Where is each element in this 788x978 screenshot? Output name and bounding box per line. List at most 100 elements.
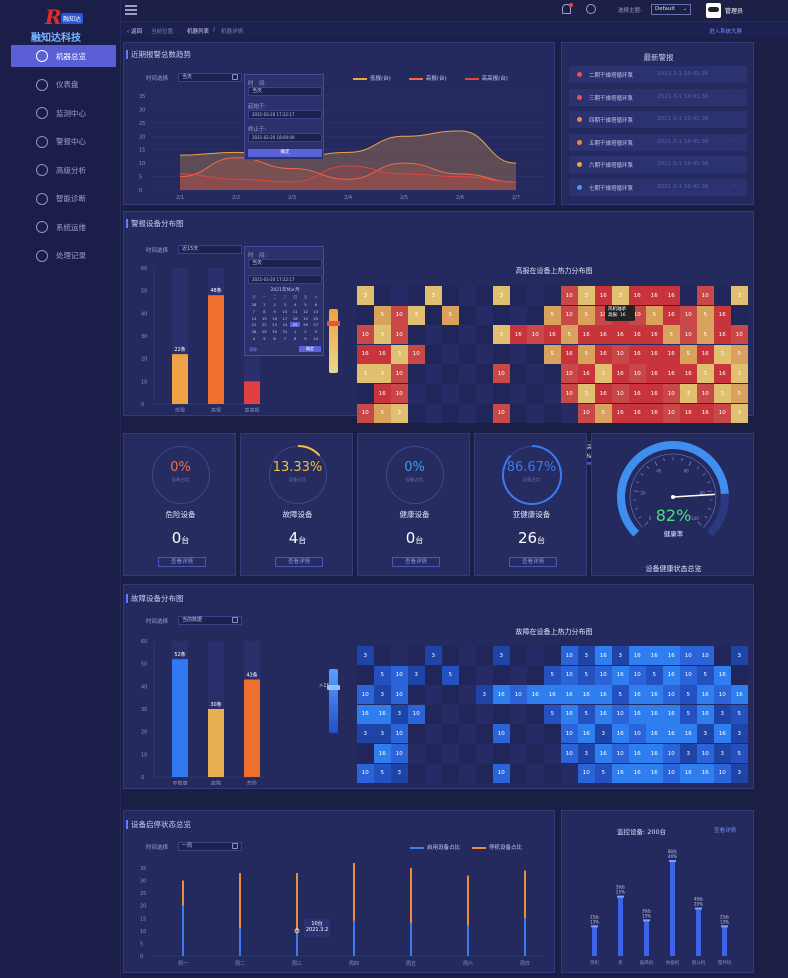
heatmap-cell[interactable]: 3 xyxy=(493,646,510,666)
slider-handle[interactable] xyxy=(327,321,340,326)
heatmap-cell[interactable]: 16 xyxy=(595,685,612,705)
sidebar-item-4[interactable]: 高级分析 xyxy=(11,159,116,181)
heatmap-cell[interactable] xyxy=(459,384,476,404)
heatmap-cell[interactable] xyxy=(731,665,748,685)
heatmap-cell[interactable]: 16 xyxy=(374,744,391,764)
dd-end-input[interactable]: 2021-03-20 18:00:09 xyxy=(248,133,322,142)
heatmap-cell[interactable]: 3 xyxy=(714,384,731,404)
heatmap-cell[interactable]: 10 xyxy=(714,685,731,705)
view-detail-button[interactable]: 查看详情 xyxy=(509,557,557,567)
heatmap-cell[interactable]: 16 xyxy=(663,646,680,666)
heatmap-cell[interactable]: 16 xyxy=(697,763,714,783)
monitor-detail-link[interactable]: 查看详情 xyxy=(714,828,737,834)
fault-time-select[interactable]: 当前数据 xyxy=(178,616,242,625)
heatmap-cell[interactable]: 10 xyxy=(510,685,527,705)
heatmap-cell[interactable]: 16 xyxy=(629,744,646,764)
menu-toggle-icon[interactable] xyxy=(125,5,137,15)
heatmap-cell[interactable]: 16 xyxy=(697,344,714,364)
fault-range-slider[interactable] xyxy=(327,669,340,733)
heatmap-cell[interactable] xyxy=(527,305,544,325)
heatmap-cell[interactable]: 16 xyxy=(561,704,578,724)
view-detail-button[interactable]: 查看详情 xyxy=(392,557,440,567)
heatmap-cell[interactable]: 5 xyxy=(680,685,697,705)
heatmap-cell[interactable]: 3 xyxy=(578,744,595,764)
heatmap-cell[interactable] xyxy=(425,685,442,705)
heatmap-cell[interactable]: 16 xyxy=(697,403,714,423)
sidebar-item-2[interactable]: 监测中心 xyxy=(11,102,116,124)
heatmap-cell[interactable]: 5 xyxy=(663,325,680,345)
heatmap-cell[interactable] xyxy=(408,286,425,306)
heatmap-cell[interactable]: 3 xyxy=(425,646,442,666)
heatmap-cell[interactable] xyxy=(459,364,476,384)
heatmap-cell[interactable]: 10 xyxy=(493,364,510,384)
heatmap-cell[interactable]: 16 xyxy=(646,704,663,724)
heatmap-cell[interactable] xyxy=(459,286,476,306)
heatmap-cell[interactable] xyxy=(476,763,493,783)
heatmap-cell[interactable]: 5 xyxy=(697,665,714,685)
heatmap-cell[interactable]: 3 xyxy=(680,744,697,764)
heatmap-cell[interactable]: 3 xyxy=(731,286,748,306)
heatmap-cell[interactable]: 5 xyxy=(544,704,561,724)
heatmap-cell[interactable]: 16 xyxy=(646,685,663,705)
heatmap-cell[interactable] xyxy=(459,325,476,345)
calendar-day[interactable]: 27 xyxy=(313,322,319,328)
heatmap-cell[interactable] xyxy=(425,344,442,364)
heatmap-cell[interactable]: 16 xyxy=(578,325,595,345)
heatmap-cell[interactable] xyxy=(459,744,476,764)
heatmap-cell[interactable]: 10 xyxy=(697,384,714,404)
dd-time-select[interactable]: 当天 xyxy=(248,87,322,96)
alarm-row[interactable]: 三期干燥塔循环泵 2021-3-1 16:41:36 › xyxy=(569,88,747,106)
heatmap-cell[interactable]: 16 xyxy=(629,384,646,404)
heatmap-cell[interactable]: 5 xyxy=(612,685,629,705)
heatmap-cell[interactable] xyxy=(476,724,493,744)
heatmap-cell[interactable] xyxy=(442,344,459,364)
heatmap-cell[interactable]: 10 xyxy=(595,665,612,685)
heatmap-cell[interactable]: 5 xyxy=(442,665,459,685)
mini-calendar[interactable]: 日一二三四五六 28 1 2 3 4 5 6 7 8 9 10 11 12 13 14 15 16 17 18 19 20… xyxy=(249,295,321,343)
calendar-day[interactable]: 3 xyxy=(283,302,287,307)
heatmap-cell[interactable]: 16 xyxy=(680,724,697,744)
heatmap-cell[interactable] xyxy=(544,403,561,423)
sidebar-item-3[interactable]: 警报中心 xyxy=(11,131,116,153)
heatmap-cell[interactable]: 3 xyxy=(697,364,714,384)
heatmap-cell[interactable]: 5 xyxy=(578,344,595,364)
heatmap-cell[interactable]: 10 xyxy=(612,744,629,764)
heatmap-cell[interactable]: 16 xyxy=(714,305,731,325)
heatmap-cell[interactable]: 5 xyxy=(680,704,697,724)
heatmap-cell[interactable]: 16 xyxy=(646,344,663,364)
heatmap-cell[interactable]: 3 xyxy=(374,685,391,705)
heatmap-cell[interactable]: 3 xyxy=(391,763,408,783)
heatmap-cell[interactable]: 10 xyxy=(612,704,629,724)
heatmap-cell[interactable] xyxy=(510,744,527,764)
heatmap-cell[interactable]: 10 xyxy=(612,384,629,404)
heatmap-cell[interactable]: 3 xyxy=(374,325,391,345)
heatmap-cell[interactable]: 16 xyxy=(629,704,646,724)
heatmap-cell[interactable] xyxy=(425,305,442,325)
heatmap-cell[interactable]: 10 xyxy=(680,325,697,345)
heatmap-cell[interactable] xyxy=(425,403,442,423)
view-detail-button[interactable]: 查看详情 xyxy=(275,557,323,567)
calendar-day[interactable]: 12 xyxy=(303,308,308,314)
heatmap-cell[interactable] xyxy=(476,286,493,306)
back-link[interactable]: ‹ 返回 xyxy=(127,29,142,35)
heatmap-cell[interactable]: 3 xyxy=(493,325,510,345)
heatmap-cell[interactable] xyxy=(527,646,544,666)
heatmap-cell[interactable] xyxy=(374,286,391,306)
heatmap-cell[interactable]: 16 xyxy=(697,685,714,705)
heatmap-cell[interactable]: 16 xyxy=(612,325,629,345)
calendar-day[interactable]: 6 xyxy=(273,336,276,341)
heatmap-cell[interactable]: 16 xyxy=(595,325,612,345)
heatmap-cell[interactable]: 10 xyxy=(391,724,408,744)
heatmap-cell[interactable]: 16 xyxy=(595,344,612,364)
heatmap-cell[interactable]: 10 xyxy=(714,763,731,783)
heatmap-cell[interactable]: 10 xyxy=(408,344,425,364)
heatmap-cell[interactable]: 3 xyxy=(612,646,629,666)
heatmap-cell[interactable]: 16 xyxy=(663,286,680,306)
heatmap-cell[interactable]: 10 xyxy=(629,724,646,744)
heatmap-cell[interactable] xyxy=(425,724,442,744)
heatmap-cell[interactable]: 16 xyxy=(629,646,646,666)
dd-start-input[interactable]: 2021-03-20 17:22:17 xyxy=(248,110,322,119)
calendar-day[interactable]: 9 xyxy=(273,308,276,314)
heatmap-cell[interactable]: 16 xyxy=(374,704,391,724)
heatmap-cell[interactable]: 10 xyxy=(629,665,646,685)
